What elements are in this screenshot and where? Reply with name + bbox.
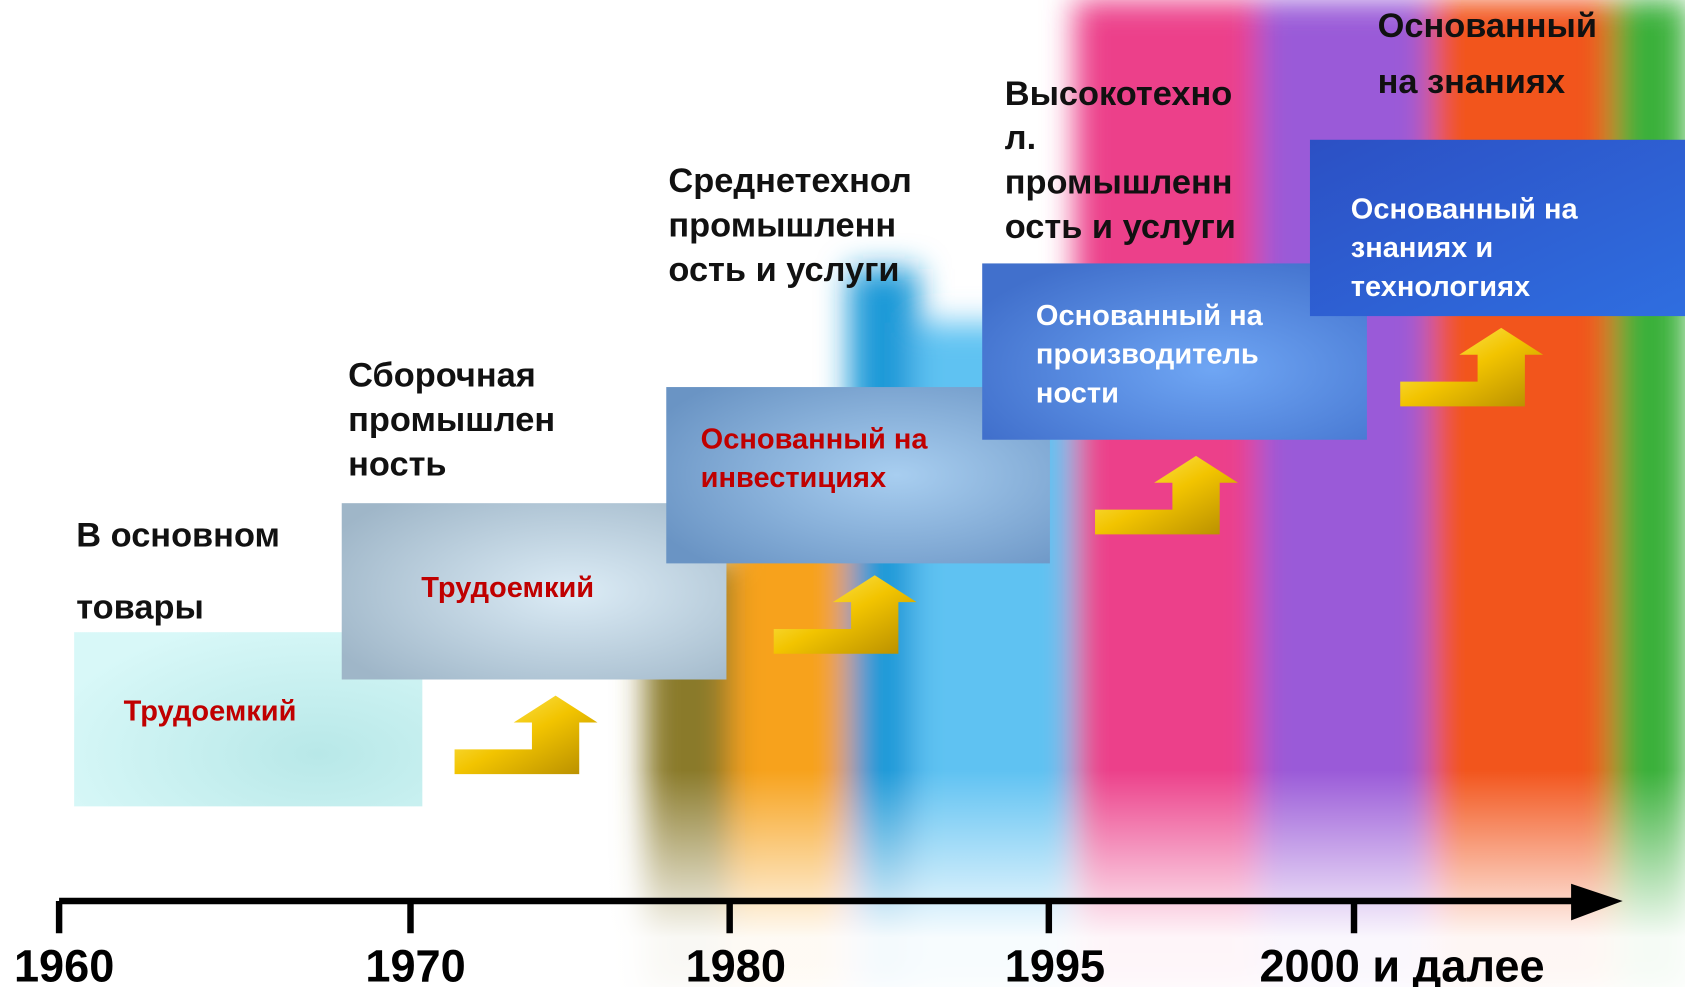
year-label: 1995 xyxy=(1005,941,1105,987)
box-text: Основанный на xyxy=(1036,300,1264,332)
stage-heading: промышленн xyxy=(1005,164,1233,202)
stage-heading: промышлен xyxy=(348,401,555,439)
year-label: 1960 xyxy=(14,941,114,987)
arrow xyxy=(1095,455,1238,535)
arrow xyxy=(1400,327,1544,407)
stage-heading: В основном xyxy=(76,517,280,555)
arrow xyxy=(773,575,917,654)
stage-heading: ость и услуги xyxy=(668,251,899,289)
box-text: Трудоемкий xyxy=(421,572,594,604)
stages: Трудоемкий В основном товары Трудоемкий Сбор… xyxy=(74,7,1685,807)
box-text: производитель xyxy=(1036,339,1259,371)
stage-box xyxy=(982,263,1367,440)
stage-heading: на знаниях xyxy=(1378,63,1565,101)
stage-heading: Среднетехнол xyxy=(668,162,911,200)
stage-heading: ность xyxy=(348,446,446,484)
stage-box xyxy=(1309,139,1685,317)
stage-heading: л. xyxy=(1005,119,1036,157)
box-text: ности xyxy=(1036,377,1119,409)
stage-heading: ость и услуги xyxy=(1005,208,1236,246)
box-text: инвестициях xyxy=(701,462,886,494)
box-text: технологиях xyxy=(1351,271,1530,303)
box-text: Основанный на xyxy=(701,423,929,455)
box-text: Основанный на xyxy=(1351,193,1579,225)
stage-heading: Высокотехно xyxy=(1005,75,1233,113)
box-text: Трудоемкий xyxy=(124,696,297,728)
year-label: 1970 xyxy=(365,941,465,987)
stage-heading: Основанный xyxy=(1378,7,1597,45)
stage-heading: промышленн xyxy=(668,206,896,244)
box-text: знаниях и xyxy=(1351,232,1493,264)
year-label: 1980 xyxy=(686,941,786,987)
stage-box xyxy=(341,503,727,680)
stage-heading: товары xyxy=(76,589,203,627)
year-label: 2000 и далее xyxy=(1259,941,1544,987)
arrow xyxy=(454,695,598,775)
stage-heading: Сборочная xyxy=(348,356,536,394)
timeline xyxy=(55,883,1623,934)
